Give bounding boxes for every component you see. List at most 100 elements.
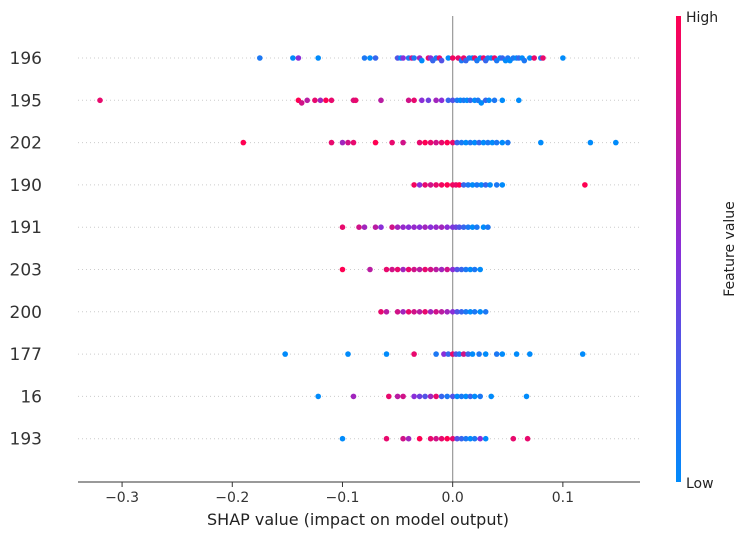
shap-point [438, 139, 445, 146]
y-tick-label: 16 [20, 387, 42, 407]
shap-point [345, 351, 351, 357]
x-tick-label: 0.1 [552, 490, 574, 506]
shap-point [411, 309, 417, 315]
shap-point [467, 435, 474, 442]
shap-point [582, 182, 588, 188]
shap-point [433, 351, 439, 357]
shap-point [476, 351, 482, 357]
shap-point [295, 55, 302, 61]
shap-point [350, 139, 357, 146]
shap-point [425, 97, 432, 104]
shap-point [477, 309, 484, 315]
shap-point [471, 393, 478, 400]
shap-point [433, 266, 439, 273]
shap-point [499, 351, 506, 357]
shap-point [516, 97, 522, 104]
shap-point [422, 393, 428, 400]
shap-point [531, 55, 537, 61]
shap-point [524, 435, 531, 442]
shap-point [361, 224, 368, 230]
shap-point [465, 182, 471, 188]
shap-point [505, 139, 511, 146]
shap-point [460, 182, 467, 188]
shap-point [422, 139, 428, 146]
shap-point [427, 309, 434, 315]
shap-point [480, 139, 487, 146]
shap-point [422, 182, 428, 188]
shap-point [454, 393, 460, 400]
shap-point [339, 266, 346, 273]
shap-point [427, 266, 434, 273]
shap-point [433, 435, 439, 442]
shap-point [438, 97, 445, 104]
shap-point [400, 393, 406, 400]
shap-point [463, 266, 469, 273]
shap-point [350, 393, 357, 400]
shap-point [416, 309, 423, 315]
shap-point [471, 266, 478, 273]
shap-point [339, 139, 346, 146]
shap-point [499, 182, 506, 188]
shap-point [312, 97, 318, 104]
shap-point [438, 266, 445, 273]
shap-point [422, 224, 428, 230]
shap-point [456, 224, 463, 230]
shap-point [427, 393, 434, 400]
shap-point [449, 309, 456, 315]
shap-point [438, 435, 445, 442]
shap-point [478, 100, 485, 106]
shap-point [458, 393, 465, 400]
shap-point [352, 97, 359, 104]
shap-point [449, 97, 456, 104]
x-axis: −0.3 −0.2 −0.1 0.0 0.1 [78, 481, 640, 506]
shap-point [438, 224, 445, 230]
shap-point [482, 309, 489, 315]
shap-point [491, 97, 498, 104]
colorbar: High Low Feature value [676, 10, 738, 492]
shap-point [444, 435, 451, 442]
shap-point [538, 139, 544, 146]
shap-point [323, 97, 329, 104]
shap-point [465, 224, 471, 230]
shap-point [469, 182, 476, 188]
shap-point [394, 266, 401, 273]
shap-point [467, 309, 474, 315]
shap-point [383, 266, 390, 273]
shap-point [458, 435, 465, 442]
shap-point [438, 57, 445, 64]
shap-point [405, 266, 412, 273]
shap-point [471, 139, 478, 146]
colorbar-gradient [676, 16, 681, 482]
shap-point [411, 224, 417, 230]
y-tick-label: 195 [10, 91, 42, 111]
shap-point [416, 266, 423, 273]
shap-point [394, 309, 401, 315]
shap-point [487, 182, 493, 188]
shap-point [463, 309, 469, 315]
shap-point [400, 266, 406, 273]
x-tick-label: −0.3 [105, 490, 139, 506]
shap-point [458, 139, 465, 146]
shap-point [367, 55, 373, 61]
shap-point [444, 266, 451, 273]
shap-point [345, 139, 351, 146]
shap-point [315, 393, 322, 400]
shap-point [471, 309, 478, 315]
shap-point [240, 139, 247, 146]
shap-point [463, 393, 469, 400]
shap-point [456, 351, 463, 357]
shap-point [378, 97, 384, 104]
y-tick-label: 193 [10, 430, 42, 450]
x-tick-label: −0.2 [215, 490, 249, 506]
shap-point [433, 224, 439, 230]
shap-point [523, 393, 530, 400]
shap-point [486, 97, 492, 104]
shap-point [438, 309, 445, 315]
shap-point [482, 435, 489, 442]
shap-point [339, 224, 346, 230]
shap-point [400, 435, 406, 442]
shap-point [378, 309, 384, 315]
shap-point [339, 435, 346, 442]
shap-point [427, 139, 434, 146]
